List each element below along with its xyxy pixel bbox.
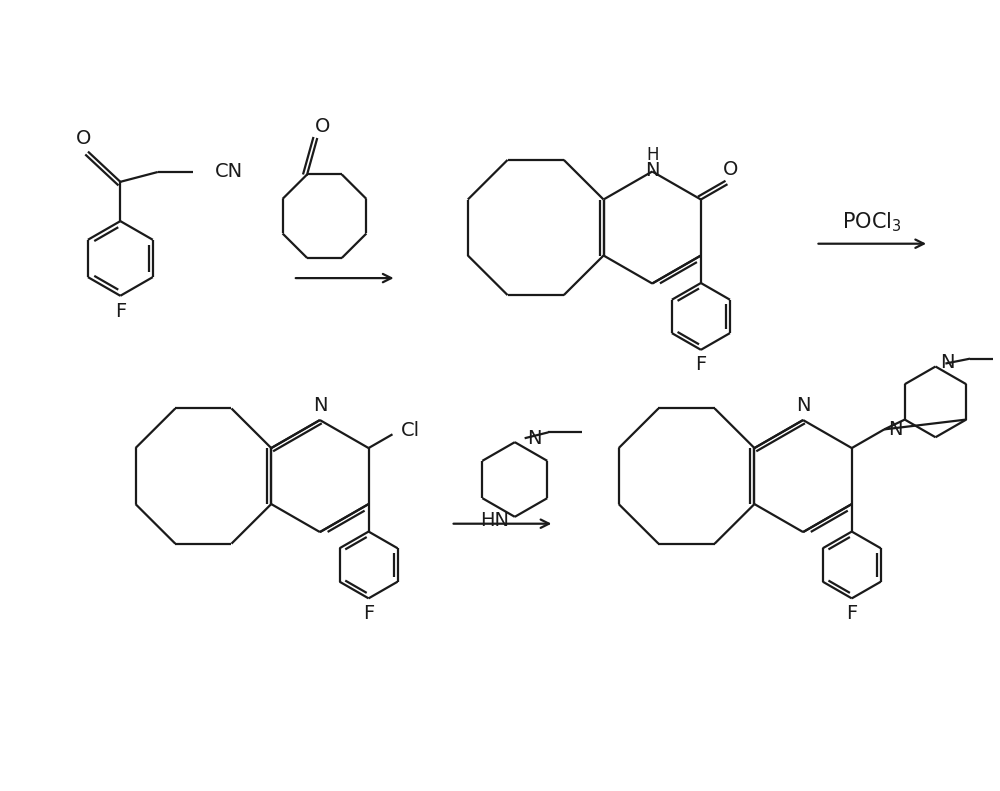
Text: F: F	[363, 604, 374, 623]
Text: HN: HN	[480, 511, 509, 530]
Text: N: N	[940, 353, 955, 372]
Text: N: N	[888, 420, 903, 439]
Text: N: N	[645, 161, 659, 180]
Text: N: N	[313, 396, 327, 414]
Text: POCl$_3$: POCl$_3$	[842, 210, 902, 234]
Text: H: H	[646, 146, 658, 164]
Text: F: F	[695, 355, 707, 374]
Text: F: F	[846, 604, 857, 623]
Text: CN: CN	[215, 162, 243, 181]
Text: N: N	[528, 429, 542, 448]
Text: N: N	[796, 396, 810, 414]
Text: Cl: Cl	[400, 421, 420, 440]
Text: O: O	[76, 129, 92, 148]
Text: O: O	[723, 160, 738, 179]
Text: F: F	[115, 302, 126, 321]
Text: O: O	[315, 117, 331, 136]
